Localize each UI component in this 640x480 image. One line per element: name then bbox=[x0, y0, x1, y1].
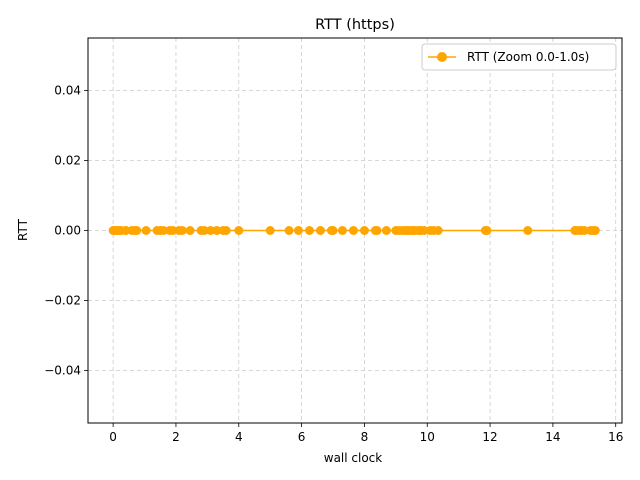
x-tick-label: 10 bbox=[420, 430, 435, 444]
data-point bbox=[284, 226, 294, 235]
data-point bbox=[482, 226, 492, 235]
x-tick-label: 12 bbox=[482, 430, 497, 444]
x-tick-label: 6 bbox=[298, 430, 306, 444]
data-point bbox=[359, 226, 369, 235]
x-tick-label: 8 bbox=[361, 430, 369, 444]
x-tick-label: 0 bbox=[109, 430, 117, 444]
data-point bbox=[141, 226, 151, 235]
data-point bbox=[590, 226, 600, 235]
data-point bbox=[132, 226, 142, 235]
data-point bbox=[177, 226, 187, 235]
data-point bbox=[372, 226, 382, 235]
data-point bbox=[579, 226, 589, 235]
legend: RTT (Zoom 0.0-1.0s) bbox=[421, 43, 617, 71]
x-tick-label: 14 bbox=[545, 430, 560, 444]
y-tick-label: 0.00 bbox=[54, 224, 81, 238]
y-tick-label: −0.02 bbox=[44, 294, 81, 308]
data-point bbox=[348, 226, 358, 235]
data-point bbox=[265, 226, 275, 235]
data-point bbox=[158, 226, 168, 235]
data-point bbox=[523, 226, 533, 235]
data-point bbox=[381, 226, 391, 235]
data-point bbox=[293, 226, 303, 235]
y-axis-label: RTT bbox=[16, 218, 30, 241]
data-point bbox=[419, 226, 429, 235]
data-point bbox=[304, 226, 314, 235]
x-tick-label: 4 bbox=[235, 430, 243, 444]
series-layer bbox=[108, 226, 600, 235]
x-tick-label: 16 bbox=[608, 430, 623, 444]
data-point bbox=[433, 226, 443, 235]
x-axis-ticks: 0 2 4 6 8 10 12 14 16 bbox=[109, 423, 623, 444]
y-tick-label: 0.04 bbox=[54, 84, 81, 98]
y-tick-label: 0.02 bbox=[54, 154, 81, 168]
y-tick-label: −0.04 bbox=[44, 364, 81, 378]
data-point bbox=[121, 226, 131, 235]
data-point bbox=[185, 226, 195, 235]
legend-marker-swatch bbox=[437, 52, 447, 62]
legend-box bbox=[421, 43, 617, 71]
x-tick-label: 2 bbox=[172, 430, 180, 444]
data-point bbox=[206, 226, 216, 235]
data-point bbox=[315, 226, 325, 235]
data-point bbox=[234, 226, 244, 235]
y-axis-ticks: −0.04 −0.02 0.00 0.02 0.04 bbox=[44, 84, 88, 378]
legend-entry-label: RTT (Zoom 0.0-1.0s) bbox=[467, 50, 589, 64]
data-point bbox=[221, 226, 231, 235]
data-point bbox=[199, 226, 209, 235]
chart-title: RTT (https) bbox=[315, 17, 395, 33]
data-point bbox=[328, 226, 338, 235]
data-point bbox=[212, 226, 222, 235]
x-axis-label: wall clock bbox=[324, 451, 383, 465]
data-point bbox=[168, 226, 178, 235]
data-point bbox=[337, 226, 347, 235]
plot-frame bbox=[87, 37, 623, 424]
